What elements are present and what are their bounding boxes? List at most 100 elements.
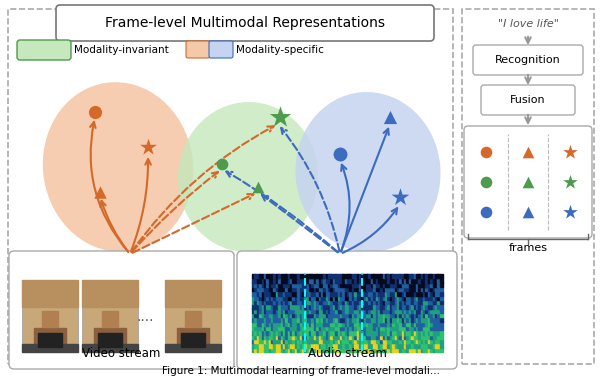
Bar [338,295,340,300]
Bar [266,325,269,330]
Bar [261,278,264,283]
Bar [314,317,317,322]
Bar [340,278,343,283]
Bar [371,343,374,348]
Bar [376,325,379,330]
Bar [428,304,430,309]
Bar [256,343,259,348]
Bar [311,312,314,317]
Bar [316,312,319,317]
Bar [323,347,326,352]
Bar [302,282,305,287]
Bar [82,344,138,352]
Bar [252,325,255,330]
Bar [421,295,423,300]
Bar [338,330,340,335]
Bar [326,317,329,322]
Bar [428,312,430,317]
Bar [409,278,412,283]
Bar [256,274,259,278]
Bar [397,299,400,304]
Bar [349,274,352,278]
Bar [359,304,362,309]
Bar [347,308,350,313]
Bar [361,308,364,313]
Bar [366,278,369,283]
Bar [380,304,383,309]
Bar [399,286,402,291]
Bar [406,295,409,300]
Bar [259,343,262,348]
Bar [333,343,336,348]
Bar [304,325,307,330]
Bar [432,347,435,352]
Bar [394,343,397,348]
Bar [335,321,338,326]
Bar [335,299,338,304]
Bar [368,278,371,283]
Bar [330,295,334,300]
Bar [352,312,355,317]
Bar [361,325,364,330]
Bar [266,334,269,339]
Bar [394,347,397,352]
Bar [283,308,286,313]
Bar [399,304,402,309]
Bar [285,308,288,313]
Bar [406,299,409,304]
Bar [349,338,352,343]
Bar [271,286,274,291]
Bar [82,280,138,307]
FancyBboxPatch shape [209,41,233,58]
Bar [423,325,426,330]
Bar [402,347,405,352]
Bar [273,321,276,326]
Bar [311,274,314,278]
Bar [295,299,297,304]
Bar [256,286,259,291]
Bar [385,308,388,313]
Bar [409,347,412,352]
Bar [368,291,371,296]
Bar [404,286,407,291]
Bar [255,282,257,287]
Bar [323,295,326,300]
Bar [404,338,407,343]
Bar [321,291,324,296]
Bar [366,282,369,287]
Bar [311,308,314,313]
Bar [311,321,314,326]
Bar [389,274,393,278]
Bar [259,312,262,317]
Bar [428,338,430,343]
Bar [309,334,312,339]
Bar [283,334,286,339]
Bar [318,317,321,322]
Bar [293,330,295,335]
Bar [318,308,321,313]
Bar [271,317,274,322]
Bar [416,286,419,291]
Bar [252,308,255,313]
Bar [273,312,276,317]
Bar [430,312,433,317]
Bar [328,304,331,309]
Bar [264,286,267,291]
Bar [256,295,259,300]
Bar [437,312,440,317]
Bar [361,330,364,335]
Bar [371,347,374,352]
Bar [261,343,264,348]
Bar [302,347,305,352]
Bar [414,325,417,330]
Bar [340,312,343,317]
Bar [437,291,440,296]
Bar [343,347,345,352]
Bar [414,338,417,343]
Bar [344,343,347,348]
Bar [418,291,421,296]
Bar [293,274,295,278]
Point [565,179,575,185]
Bar [399,343,402,348]
Bar [293,338,295,343]
